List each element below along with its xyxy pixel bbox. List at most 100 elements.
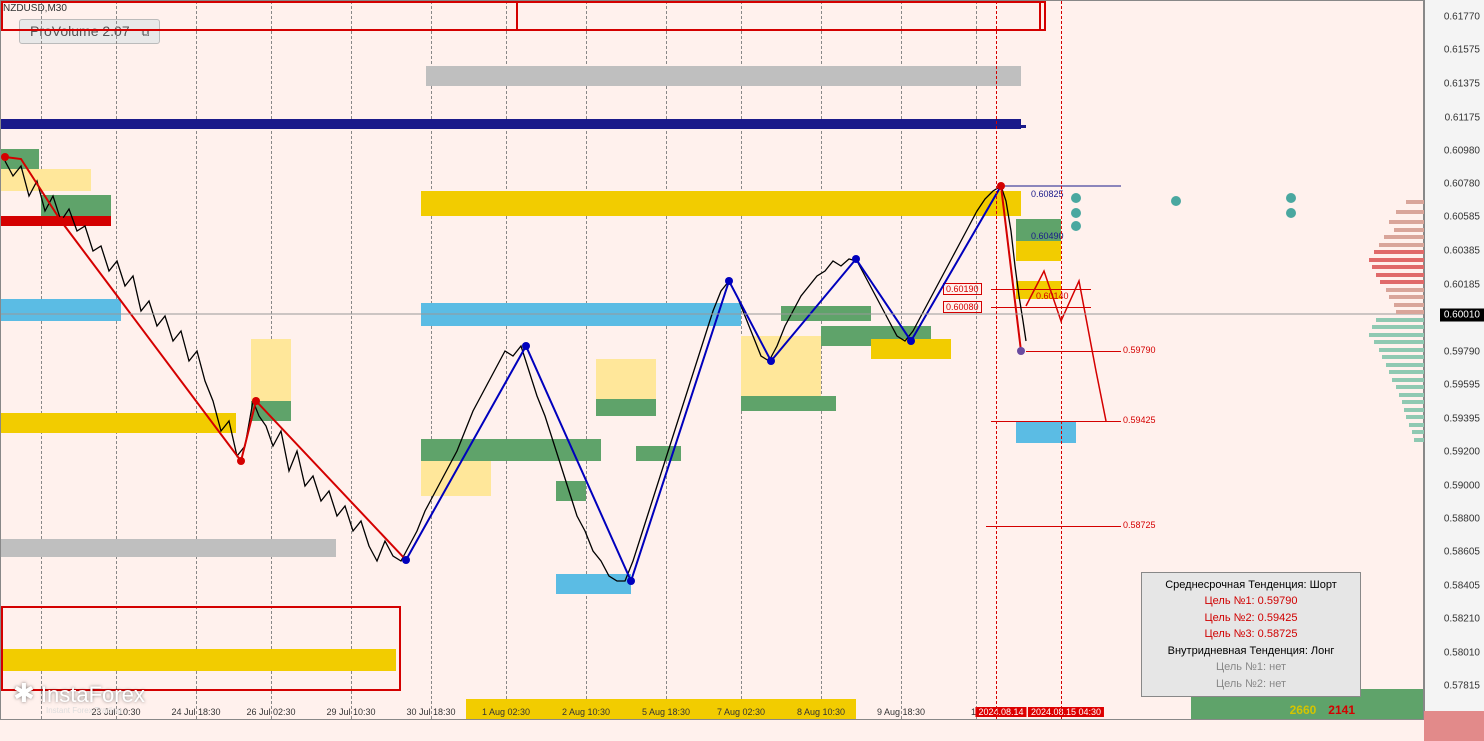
zone-rect	[596, 359, 656, 399]
stat-red: 2141	[1322, 703, 1361, 717]
intra-target-2: Цель №2: нет	[1148, 676, 1354, 693]
x-tick: 8 Aug 10:30	[797, 707, 845, 717]
volume-bar	[1402, 400, 1424, 404]
level-label: 0.60140	[1036, 291, 1069, 301]
volume-bar	[1369, 333, 1424, 337]
x-tick: 30 Jul 18:30	[406, 707, 455, 717]
x-tick: 2 Aug 10:30	[562, 707, 610, 717]
level-label: 0.60825	[1031, 189, 1064, 199]
volume-bar	[1394, 228, 1424, 232]
resistance-line	[1, 125, 1026, 128]
target-2: Цель №2: 0.59425	[1148, 610, 1354, 627]
zone-rect	[1, 413, 236, 433]
y-axis: 0.61770 0.61575 0.61375 0.61175 0.60980 0.607…	[1424, 0, 1484, 720]
intra-target-1: Цель №1: нет	[1148, 659, 1354, 676]
y-tick: 0.59790	[1444, 346, 1480, 357]
y-tick: 0.58010	[1444, 648, 1480, 659]
target-label: 0.58725	[1123, 520, 1156, 530]
y-tick: 0.60980	[1444, 145, 1480, 156]
volume-bar	[1406, 415, 1424, 419]
target-dot	[1286, 193, 1296, 203]
volume-bar	[1389, 295, 1424, 299]
swing-dot	[522, 342, 530, 350]
y-tick: 0.58605	[1444, 547, 1480, 558]
grid-line	[901, 1, 902, 719]
zone-rect	[516, 1, 1046, 31]
volume-bar	[1396, 385, 1424, 389]
y-tick: 0.61375	[1444, 78, 1480, 89]
volume-bar	[1372, 325, 1424, 329]
y-tick: 0.60780	[1444, 179, 1480, 190]
y-tick: 0.61175	[1445, 112, 1480, 123]
zone-rect	[421, 461, 491, 496]
volume-bar	[1392, 378, 1424, 382]
zone-rect	[1, 169, 91, 191]
volume-bar	[1412, 430, 1424, 434]
x-tick: 5 Aug 18:30	[642, 707, 690, 717]
volume-bar	[1389, 220, 1424, 224]
zone-rect	[781, 306, 871, 321]
swing-dot	[852, 255, 860, 263]
zone-rect	[556, 574, 631, 594]
y-tick: 0.59200	[1444, 446, 1480, 457]
y-tick: 0.58405	[1444, 581, 1480, 592]
volume-bar	[1379, 348, 1424, 352]
zone-rect	[251, 339, 291, 401]
zone-rect	[1, 539, 336, 557]
target-line	[991, 289, 1091, 290]
grid-line	[821, 1, 822, 719]
chart-area[interactable]: NZDUSD,M30 ProVolume 2.07 ⧉ 0.594250.597…	[0, 0, 1424, 720]
volume-bar	[1404, 408, 1424, 412]
x-tick-current: 2024.08.15 04:30	[1028, 707, 1104, 717]
zone-rect	[596, 399, 656, 416]
logo: ✱ InstaForex	[13, 678, 145, 709]
grid-line	[976, 1, 977, 719]
target-dot	[1071, 208, 1081, 218]
time-marker-1	[996, 1, 997, 719]
swing-dot	[767, 357, 775, 365]
target-dot	[1171, 196, 1181, 206]
target-label: 0.59425	[1123, 415, 1156, 425]
grid-line	[586, 1, 587, 719]
y-tick: 0.61575	[1444, 44, 1480, 55]
zone-rect	[741, 396, 836, 411]
volume-bar	[1369, 258, 1424, 262]
zone-rect	[421, 439, 601, 461]
info-panel: Среднесрочная Тенденция: Шорт Цель №1: 0…	[1141, 572, 1361, 698]
target-line	[991, 421, 1121, 422]
zone-rect	[421, 191, 1021, 216]
y-tick: 0.59595	[1444, 379, 1480, 390]
target-line	[986, 526, 1121, 527]
swing-dot	[1, 153, 9, 161]
zone-rect	[1, 216, 111, 226]
x-tick-current: 2024.08.14	[975, 707, 1026, 717]
target-label: 0.59790	[1123, 345, 1156, 355]
swing-dot	[627, 577, 635, 585]
target-label: 0.60190	[943, 283, 982, 295]
target-dot	[1071, 193, 1081, 203]
x-tick: 26 Jul 02:30	[246, 707, 295, 717]
level-label: 0.60490	[1031, 231, 1064, 241]
volume-bar	[1414, 438, 1424, 442]
target-3: Цель №3: 0.58725	[1148, 626, 1354, 643]
volume-bar	[1396, 210, 1424, 214]
y-tick: 0.59395	[1444, 413, 1480, 424]
volume-bar	[1382, 355, 1424, 359]
volume-bar	[1384, 235, 1424, 239]
stats-box: 26602141	[1284, 703, 1361, 717]
y-tick: 0.58800	[1444, 514, 1480, 525]
zone-rect	[426, 66, 1021, 86]
zone-rect	[1, 299, 121, 321]
x-tick: 9 Aug 18:30	[877, 707, 925, 717]
target-dot	[1286, 208, 1296, 218]
y-tick: 0.61770	[1444, 11, 1480, 22]
target-dot	[1071, 221, 1081, 231]
y-tick: 0.60585	[1444, 212, 1480, 223]
y-tick: 0.57815	[1444, 681, 1480, 692]
target-label: 0.60080	[943, 301, 982, 313]
volume-bar	[1386, 363, 1424, 367]
zone-rect	[41, 195, 111, 216]
volume-bar	[1386, 288, 1424, 292]
volume-bar	[1376, 273, 1424, 277]
volume-bar	[1399, 393, 1424, 397]
